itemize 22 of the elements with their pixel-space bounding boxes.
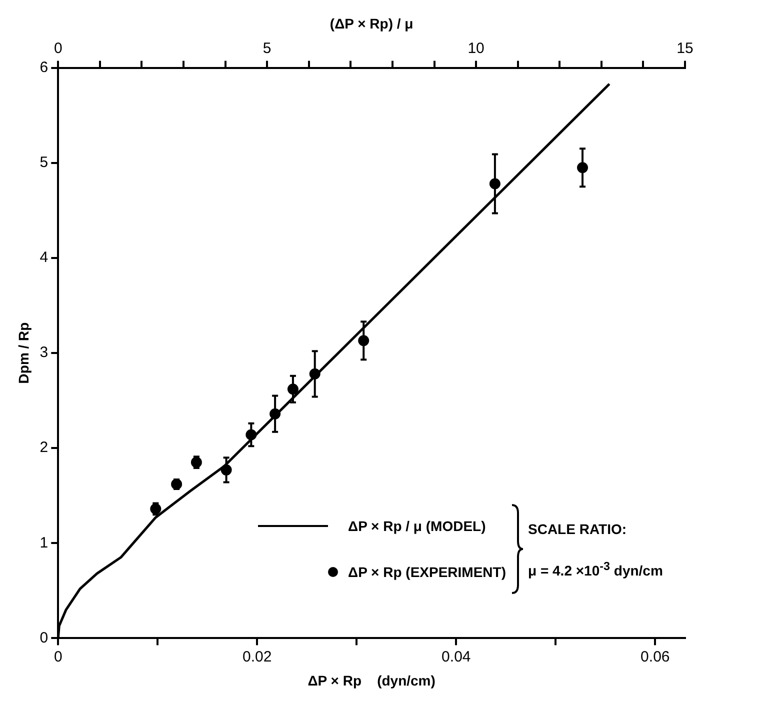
legend-label: ΔP × Rp / μ (MODEL) [348,518,486,534]
x2-tick-label: 0 [54,40,62,57]
y-tick-label: 5 [40,154,48,172]
x2-tick-label: 15 [676,40,694,57]
x-tick-label: 0.06 [640,648,670,666]
y-tick-label: 6 [40,58,48,76]
legend-label: ΔP × Rp (EXPERIMENT) [348,564,506,580]
x-tick-label: 0.04 [442,648,471,666]
annotation: SCALE RATIO: [528,521,627,537]
x2-tick-label: 10 [468,40,484,57]
y-tick-label: 2 [40,439,48,456]
x-tick-label: 0.02 [242,648,272,666]
y-tick-label: 1 [40,534,48,552]
x2-tick-label: 5 [262,40,272,57]
x2-axis-title: (ΔP × Rp) / μ [330,15,414,32]
x-axis-title: ΔP × Rp (dyn/cm) [308,672,436,688]
x-tick-label: 0 [54,648,62,666]
y-axis-title: Dpm / Rp [15,322,32,384]
annotation: μ = 4.2 ×10$^{-3}$ dyn/cm [528,560,663,578]
y-tick-label: 4 [40,249,48,266]
y-tick-label: 3 [40,344,48,362]
y-tick-label: 0 [40,629,48,646]
